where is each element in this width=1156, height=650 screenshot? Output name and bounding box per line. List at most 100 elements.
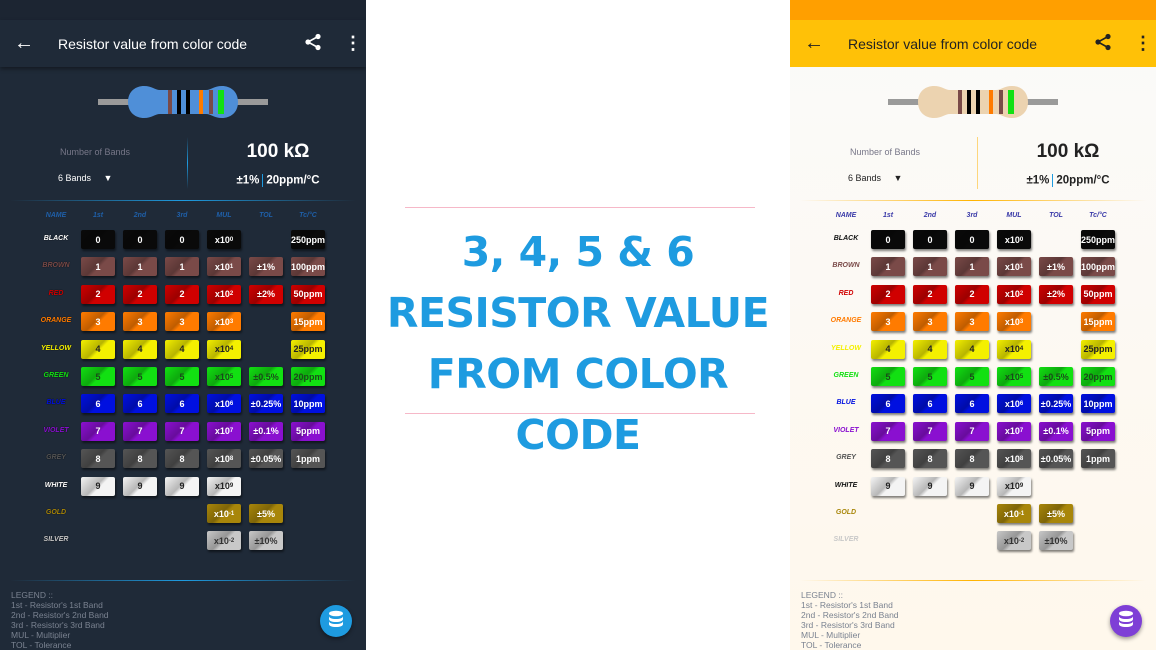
band3-cell[interactable]: 0	[955, 230, 989, 249]
band1-cell[interactable]: 7	[871, 421, 905, 441]
band3-cell[interactable]: 1	[955, 257, 989, 277]
tolerance-cell[interactable]: ±0.05%	[249, 449, 283, 469]
tempco-cell[interactable]: 15ppm	[291, 312, 325, 332]
tempco-cell[interactable]: 250ppm	[1081, 230, 1115, 249]
tolerance-cell[interactable]: ±1%	[249, 257, 283, 277]
multiplier-cell[interactable]: x10 -2	[207, 531, 241, 551]
multiplier-cell[interactable]: x10 -1	[207, 504, 241, 523]
band2-cell[interactable]: 4	[123, 339, 157, 359]
band2-cell[interactable]: 3	[123, 312, 157, 332]
tempco-cell[interactable]: 5ppm	[1081, 421, 1115, 441]
band1-cell[interactable]: 9	[871, 476, 905, 496]
tolerance-cell[interactable]: ±10%	[249, 531, 283, 551]
tolerance-cell[interactable]: ±5%	[249, 504, 283, 523]
multiplier-cell[interactable]: x10 1	[207, 257, 241, 277]
band1-cell[interactable]: 5	[81, 367, 115, 386]
tolerance-cell[interactable]: ±0.25%	[249, 394, 283, 414]
band2-cell[interactable]: 1	[123, 257, 157, 277]
band3-cell[interactable]: 6	[955, 394, 989, 414]
tempco-cell[interactable]: 1ppm	[1081, 449, 1115, 469]
band2-cell[interactable]: 2	[123, 284, 157, 304]
band2-cell[interactable]: 9	[123, 476, 157, 496]
band3-cell[interactable]: 4	[165, 339, 199, 359]
band1-cell[interactable]: 7	[81, 421, 115, 441]
band2-cell[interactable]: 4	[913, 339, 947, 359]
multiplier-cell[interactable]: x10 8	[997, 449, 1031, 469]
band3-cell[interactable]: 3	[165, 312, 199, 332]
band3-cell[interactable]: 6	[165, 394, 199, 414]
band3-cell[interactable]: 5	[955, 367, 989, 386]
multiplier-cell[interactable]: x10 6	[207, 394, 241, 414]
band3-cell[interactable]: 7	[165, 421, 199, 441]
band1-cell[interactable]: 0	[871, 230, 905, 249]
share-icon[interactable]	[304, 33, 322, 56]
multiplier-cell[interactable]: x10 9	[997, 476, 1031, 496]
band3-cell[interactable]: 5	[165, 367, 199, 386]
band1-cell[interactable]: 4	[871, 339, 905, 359]
tempco-cell[interactable]: 50ppm	[1081, 284, 1115, 304]
tempco-cell[interactable]: 20ppm	[291, 367, 325, 386]
tempco-cell[interactable]: 5ppm	[291, 421, 325, 441]
multiplier-cell[interactable]: x10 9	[207, 476, 241, 496]
tempco-cell[interactable]: 50ppm	[291, 284, 325, 304]
band2-cell[interactable]: 1	[913, 257, 947, 277]
band2-cell[interactable]: 8	[123, 449, 157, 469]
tempco-cell[interactable]: 20ppm	[1081, 367, 1115, 386]
multiplier-cell[interactable]: x10 8	[207, 449, 241, 469]
band2-cell[interactable]: 8	[913, 449, 947, 469]
multiplier-cell[interactable]: x10 7	[997, 421, 1031, 441]
band2-cell[interactable]: 0	[913, 230, 947, 249]
bands-dropdown[interactable]: 6 Bands ▼	[58, 173, 112, 183]
band1-cell[interactable]: 3	[81, 312, 115, 332]
band1-cell[interactable]: 9	[81, 476, 115, 496]
band3-cell[interactable]: 9	[165, 476, 199, 496]
band2-cell[interactable]: 5	[123, 367, 157, 386]
multiplier-cell[interactable]: x10 -2	[997, 531, 1031, 551]
band2-cell[interactable]: 2	[913, 284, 947, 304]
band3-cell[interactable]: 0	[165, 230, 199, 249]
multiplier-cell[interactable]: x10 2	[997, 284, 1031, 304]
band2-cell[interactable]: 7	[123, 421, 157, 441]
band1-cell[interactable]: 8	[871, 449, 905, 469]
multiplier-cell[interactable]: x10 -1	[997, 504, 1031, 523]
tolerance-cell[interactable]: ±0.05%	[1039, 449, 1073, 469]
bands-dropdown[interactable]: 6 Bands ▼	[848, 173, 902, 183]
band2-cell[interactable]: 3	[913, 312, 947, 332]
tempco-cell[interactable]: 100ppm	[291, 257, 325, 277]
multiplier-cell[interactable]: x10 7	[207, 421, 241, 441]
share-icon[interactable]	[1094, 33, 1112, 56]
more-vert-icon[interactable]: ⋮	[344, 33, 362, 53]
band2-cell[interactable]: 6	[123, 394, 157, 414]
tolerance-cell[interactable]: ±5%	[1039, 504, 1073, 523]
fab-button[interactable]	[320, 605, 352, 637]
band2-cell[interactable]: 5	[913, 367, 947, 386]
band1-cell[interactable]: 6	[871, 394, 905, 414]
band3-cell[interactable]: 1	[165, 257, 199, 277]
tolerance-cell[interactable]: ±0.25%	[1039, 394, 1073, 414]
tempco-cell[interactable]: 10ppm	[1081, 394, 1115, 414]
band3-cell[interactable]: 8	[165, 449, 199, 469]
band3-cell[interactable]: 8	[955, 449, 989, 469]
tolerance-cell[interactable]: ±2%	[1039, 284, 1073, 304]
multiplier-cell[interactable]: x10 1	[997, 257, 1031, 277]
band1-cell[interactable]: 1	[871, 257, 905, 277]
band1-cell[interactable]: 5	[871, 367, 905, 386]
tolerance-cell[interactable]: ±2%	[249, 284, 283, 304]
tolerance-cell[interactable]: ±0.1%	[1039, 421, 1073, 441]
tolerance-cell[interactable]: ±0.5%	[1039, 367, 1073, 386]
band2-cell[interactable]: 0	[123, 230, 157, 249]
band3-cell[interactable]: 3	[955, 312, 989, 332]
tolerance-cell[interactable]: ±0.5%	[249, 367, 283, 386]
tolerance-cell[interactable]: ±1%	[1039, 257, 1073, 277]
multiplier-cell[interactable]: x10 2	[207, 284, 241, 304]
band3-cell[interactable]: 9	[955, 476, 989, 496]
multiplier-cell[interactable]: x10 3	[997, 312, 1031, 332]
multiplier-cell[interactable]: x10 0	[207, 230, 241, 249]
band2-cell[interactable]: 7	[913, 421, 947, 441]
multiplier-cell[interactable]: x10 0	[997, 230, 1031, 249]
tempco-cell[interactable]: 1ppm	[291, 449, 325, 469]
band1-cell[interactable]: 3	[871, 312, 905, 332]
band1-cell[interactable]: 8	[81, 449, 115, 469]
tempco-cell[interactable]: 10ppm	[291, 394, 325, 414]
multiplier-cell[interactable]: x10 3	[207, 312, 241, 332]
